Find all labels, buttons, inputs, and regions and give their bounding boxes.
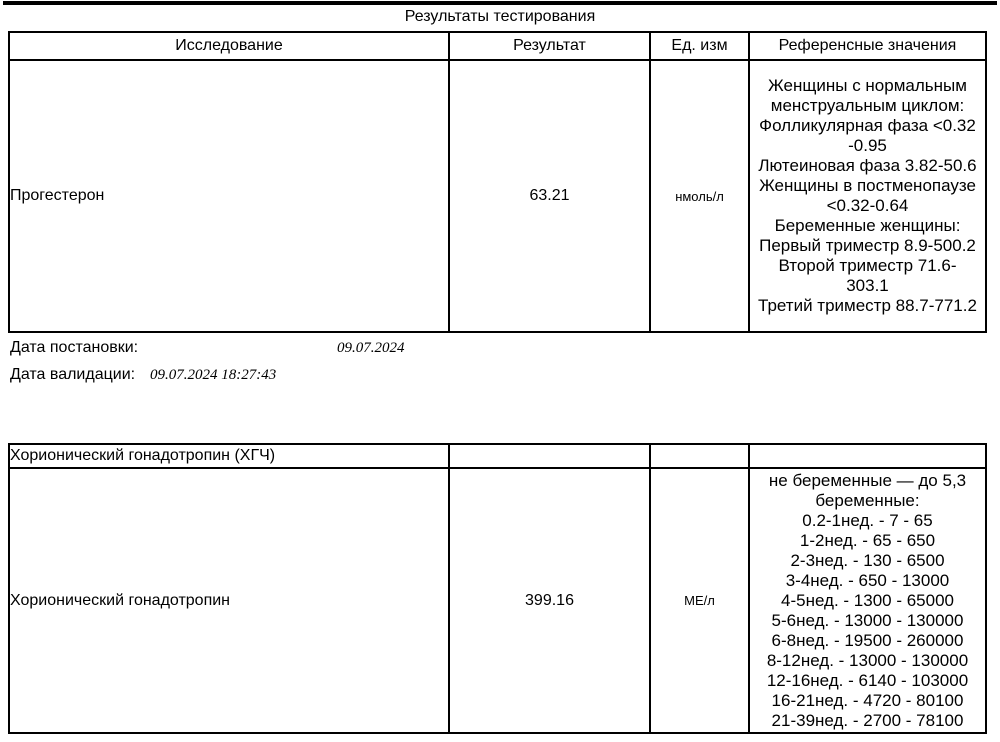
validation-date-label: Дата валидации:: [10, 366, 136, 383]
reference-line: 6-8нед. - 19500 - 260000: [771, 630, 964, 650]
reference-line: Первый триместр 8.9-500.2: [759, 236, 976, 255]
reference-line: 0.2-1нед. - 7 - 65: [802, 510, 933, 530]
reference-line: 21-39нед. - 2700 - 78100: [771, 710, 964, 730]
reference-values-cell: Женщины с нормальным менструальным циклом…: [748, 59, 987, 333]
group-title-row: Хорионический гонадотропин (ХГЧ): [8, 443, 987, 469]
empty-cell: [748, 443, 987, 469]
reference-line: 1-2нед. - 65 - 650: [799, 530, 936, 550]
reference-line: Женщины с нормальным: [768, 76, 967, 95]
table-row: Хорионический гонадотропин 399.16 МЕ/л н…: [8, 467, 987, 734]
reference-line: не беременные — до 5,3: [768, 470, 967, 490]
column-header-test: Исследование: [8, 31, 450, 61]
reference-line: 303.1: [846, 276, 889, 295]
column-header-result: Результат: [448, 31, 651, 61]
reference-line: 4-5нед. - 1300 - 65000: [781, 590, 954, 610]
reference-line: <0.32-0.64: [826, 196, 909, 215]
test-name-cell: Хорионический гонадотропин: [8, 467, 450, 734]
placement-date-label: Дата постановки:: [10, 339, 139, 356]
reference-line: Женщины в постменопаузе: [759, 176, 976, 195]
column-header-units: Ед. изм: [649, 31, 750, 61]
test-name-cell: Прогестерон: [8, 59, 450, 333]
empty-cell: [448, 443, 651, 469]
table-header-row: Исследование Результат Ед. изм Референсн…: [8, 31, 987, 61]
reference-line: Третий триместр 88.7-771.2: [758, 296, 977, 315]
reference-line: беременные:: [815, 490, 920, 510]
placement-date-value: 09.07.2024: [337, 340, 405, 356]
reference-line: 3-4нед. - 650 - 13000: [785, 570, 950, 590]
empty-cell: [649, 443, 750, 469]
reference-line: Беременные женщины:: [774, 216, 961, 235]
reference-line: 5-6нед. - 13000 - 130000: [771, 610, 964, 630]
reference-line: Второй триместр 71.6-: [778, 256, 957, 275]
table-row: Прогестерон 63.21 нмоль/л Женщины с норм…: [8, 59, 987, 333]
reference-line: Лютеиновая фаза 3.82-50.6: [758, 156, 977, 175]
result-value-cell: 63.21: [448, 59, 651, 333]
group-title-cell: Хорионический гонадотропин (ХГЧ): [8, 443, 450, 469]
top-rule: [3, 1, 997, 5]
column-header-reference: Референсные значения: [748, 31, 987, 61]
reference-line: Фолликулярная фаза <0.32: [759, 116, 976, 135]
reference-line: -0.95: [848, 136, 887, 155]
reference-line: 2-3нед. - 130 - 6500: [790, 550, 945, 570]
reference-line: 16-21нед. - 4720 - 80100: [771, 690, 964, 710]
units-cell: МЕ/л: [649, 467, 750, 734]
reference-line: 12-16нед. - 6140 - 103000: [766, 670, 969, 690]
validation-date-value: 09.07.2024 18:27:43: [150, 367, 277, 383]
reference-values-cell: не беременные — до 5,3 беременные: 0.2-1не…: [748, 467, 987, 734]
result-value-cell: 399.16: [448, 467, 651, 734]
results-table-progesterone: Исследование Результат Ед. изм Референсн…: [8, 31, 987, 333]
page-title: Результаты тестирования: [404, 8, 596, 25]
reference-line: менструальным циклом:: [770, 96, 965, 115]
results-table-hcg: Хорионический гонадотропин (ХГЧ) Хориони…: [8, 443, 987, 734]
units-cell: нмоль/л: [649, 59, 750, 333]
reference-line: 8-12нед. - 13000 - 130000: [766, 650, 969, 670]
